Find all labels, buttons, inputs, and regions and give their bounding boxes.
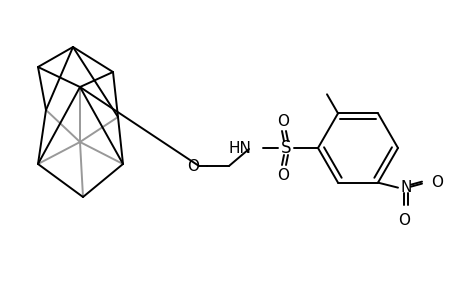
Text: O: O	[276, 167, 288, 182]
Text: S: S	[280, 139, 291, 157]
Text: O: O	[397, 213, 409, 228]
Text: O: O	[276, 113, 288, 128]
Text: O: O	[187, 158, 199, 173]
Text: O: O	[430, 175, 442, 190]
Text: HN: HN	[228, 140, 251, 155]
Text: N: N	[399, 180, 411, 195]
